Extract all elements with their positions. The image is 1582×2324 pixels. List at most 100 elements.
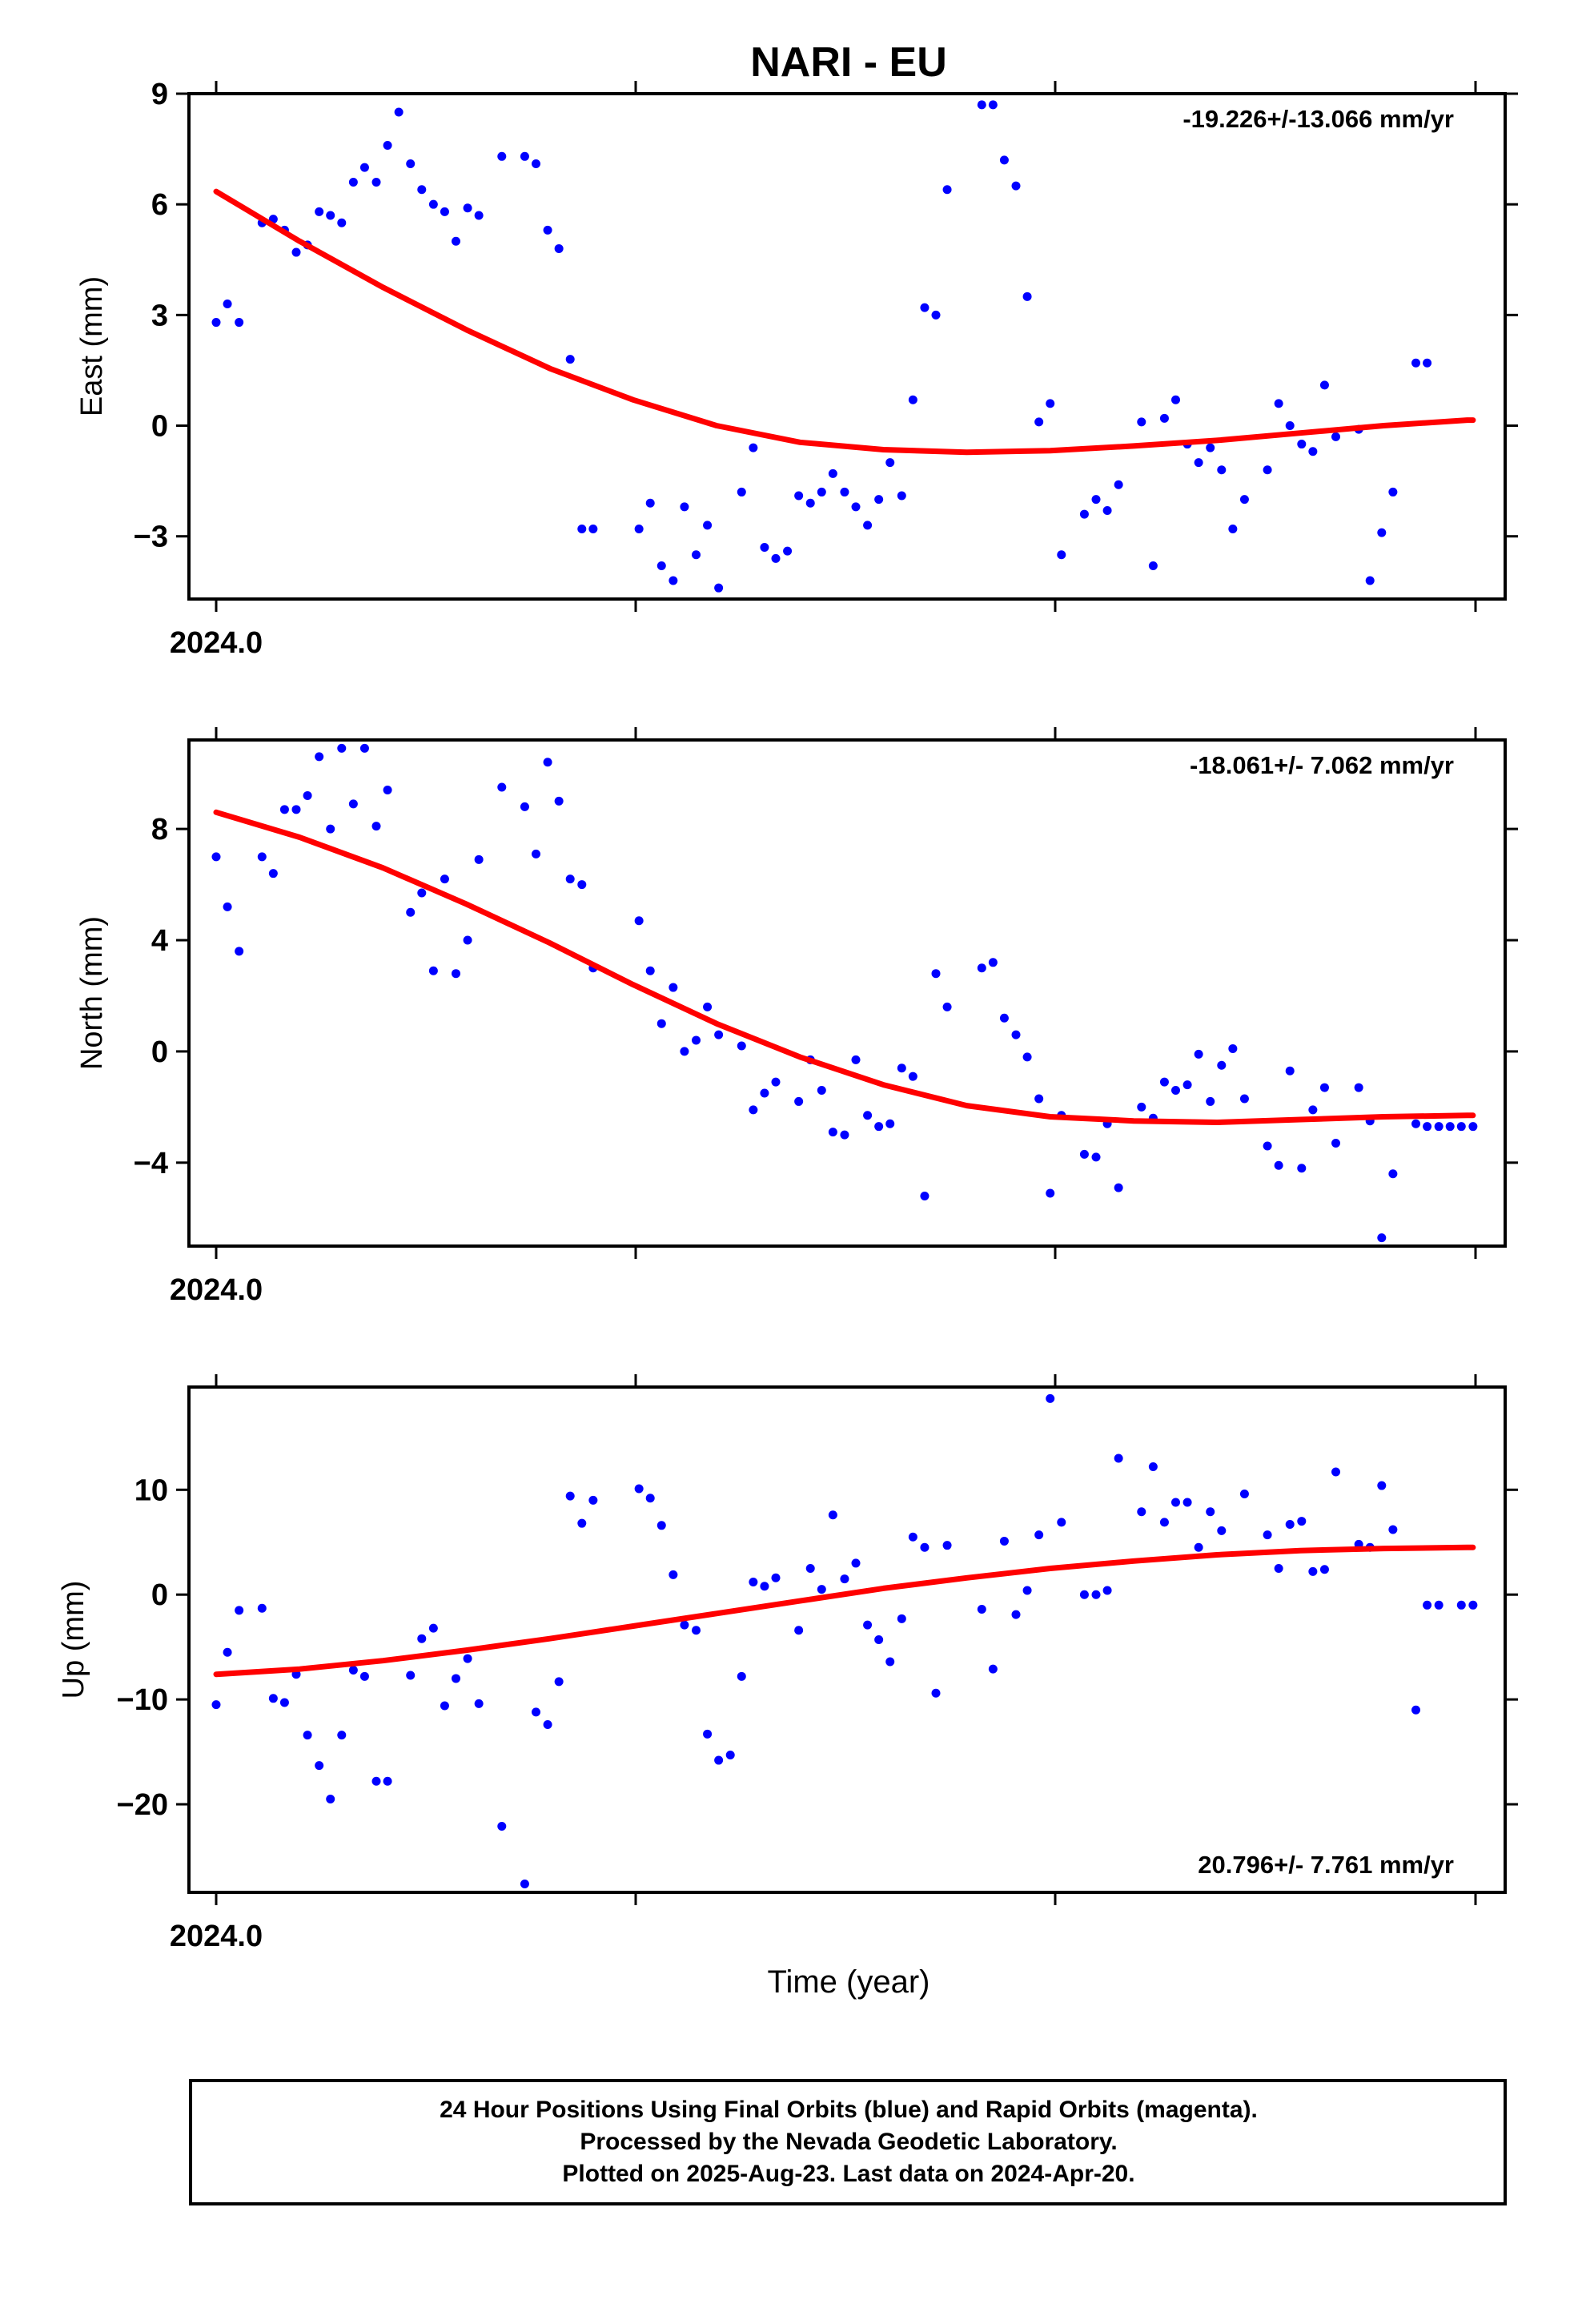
x-tick-label: 2024.0 bbox=[170, 1273, 263, 1307]
data-point bbox=[359, 1671, 369, 1681]
data-point bbox=[1011, 181, 1021, 191]
data-point bbox=[1217, 1060, 1227, 1070]
data-point bbox=[931, 969, 941, 979]
data-point bbox=[783, 546, 793, 556]
data-point bbox=[851, 1558, 861, 1568]
data-point bbox=[463, 935, 472, 945]
data-point bbox=[1319, 380, 1329, 390]
data-point bbox=[406, 1671, 416, 1680]
data-point bbox=[543, 225, 552, 235]
data-point bbox=[1171, 1086, 1181, 1096]
data-point bbox=[1011, 1610, 1021, 1619]
y-tick-label: 6 bbox=[151, 188, 168, 222]
data-point bbox=[577, 524, 587, 533]
data-point bbox=[1239, 1094, 1249, 1104]
data-point bbox=[1331, 1139, 1341, 1148]
data-point bbox=[999, 1536, 1009, 1546]
x-axis-label: Time (year) bbox=[768, 1964, 930, 2000]
data-point bbox=[291, 247, 301, 257]
data-point bbox=[1319, 1083, 1329, 1092]
data-point bbox=[417, 1634, 427, 1643]
data-point bbox=[1456, 1122, 1466, 1132]
data-point bbox=[1159, 1518, 1169, 1527]
data-point bbox=[1331, 1467, 1341, 1477]
data-point bbox=[451, 236, 460, 246]
data-point bbox=[440, 207, 449, 216]
data-point bbox=[337, 218, 347, 227]
data-point bbox=[417, 888, 427, 898]
data-point bbox=[1046, 1393, 1055, 1403]
data-point bbox=[1217, 465, 1227, 475]
data-point bbox=[703, 1729, 713, 1739]
data-point bbox=[359, 163, 369, 172]
plot-frame bbox=[187, 1385, 1507, 1894]
data-point bbox=[1137, 417, 1146, 427]
data-point bbox=[851, 502, 861, 512]
data-point bbox=[565, 875, 575, 884]
data-point bbox=[235, 318, 244, 328]
data-point bbox=[1308, 1105, 1318, 1115]
data-point bbox=[1091, 495, 1101, 505]
data-point bbox=[315, 752, 324, 762]
data-point bbox=[942, 1002, 952, 1011]
data-point bbox=[1468, 1122, 1478, 1132]
data-point bbox=[223, 902, 232, 911]
data-point bbox=[337, 743, 347, 753]
data-point bbox=[1411, 1705, 1421, 1715]
x-tick-label: 2024.0 bbox=[170, 1920, 263, 1953]
data-point bbox=[1148, 1462, 1158, 1471]
data-point bbox=[942, 185, 952, 195]
data-point bbox=[920, 1542, 930, 1552]
data-point bbox=[840, 1130, 849, 1140]
panel-2: 2024.0 −4 0 4 8 North (mm) -18.061+/- 7.062 mm… bbox=[75, 727, 1518, 1307]
data-point bbox=[279, 805, 289, 814]
data-point bbox=[897, 491, 906, 501]
data-point bbox=[1285, 421, 1295, 431]
data-point bbox=[645, 966, 655, 975]
data-point bbox=[588, 524, 598, 533]
data-point bbox=[1388, 1169, 1398, 1179]
data-point bbox=[863, 521, 873, 530]
data-point bbox=[645, 498, 655, 508]
data-point bbox=[371, 178, 381, 187]
data-point bbox=[977, 100, 986, 110]
data-point bbox=[999, 1013, 1009, 1023]
data-point bbox=[428, 199, 438, 209]
data-point bbox=[1194, 458, 1203, 468]
data-point bbox=[1217, 1526, 1227, 1535]
data-point bbox=[1091, 1590, 1101, 1599]
data-point bbox=[1114, 480, 1123, 489]
data-point bbox=[1022, 1052, 1032, 1062]
data-point bbox=[703, 1002, 713, 1011]
data-point bbox=[1423, 358, 1432, 368]
data-point bbox=[656, 561, 666, 571]
data-point bbox=[840, 487, 849, 497]
data-point bbox=[235, 947, 244, 956]
data-point bbox=[1411, 1119, 1421, 1128]
data-point bbox=[725, 1751, 735, 1760]
data-point bbox=[303, 1731, 312, 1740]
data-point bbox=[805, 1563, 815, 1573]
data-point bbox=[760, 1582, 769, 1591]
data-point bbox=[1022, 1586, 1032, 1595]
data-point bbox=[1365, 576, 1375, 585]
data-point bbox=[1046, 1188, 1055, 1198]
data-point bbox=[268, 869, 278, 879]
data-point bbox=[1079, 1149, 1089, 1159]
data-point bbox=[737, 487, 746, 497]
data-point bbox=[908, 1532, 917, 1542]
y-tick-label: 0 bbox=[151, 1035, 168, 1069]
data-point bbox=[1308, 447, 1318, 456]
data-point bbox=[897, 1063, 906, 1073]
data-point bbox=[703, 521, 713, 530]
data-point bbox=[268, 1694, 278, 1703]
footer-frame bbox=[189, 2079, 1507, 2205]
data-point bbox=[1034, 1094, 1044, 1104]
panel-3: 2024.0 −20 −10 0 10 Up (mm) 20.796+/- 7.761 mm… bbox=[57, 1374, 1518, 1953]
data-point bbox=[315, 1761, 324, 1771]
data-point bbox=[920, 303, 930, 312]
rate-label: -19.226+/-13.066 mm/yr bbox=[1182, 105, 1454, 133]
data-point bbox=[692, 1035, 701, 1045]
data-point bbox=[1091, 1152, 1101, 1162]
